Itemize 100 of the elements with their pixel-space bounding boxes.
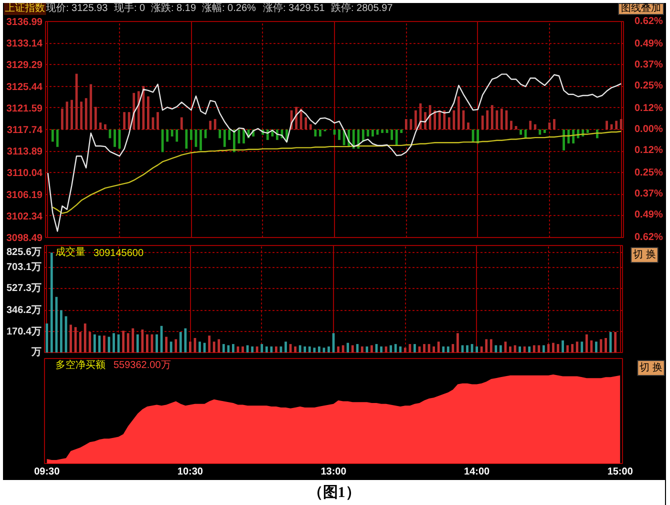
bar [156,334,158,352]
bar [442,346,445,352]
bar [60,310,62,352]
bar [394,344,397,352]
bar [437,342,440,352]
bar [284,342,287,352]
bar [294,346,296,352]
bar [165,336,168,352]
text: 多空净买额 [56,359,106,371]
bar [390,345,392,352]
bar [227,345,230,352]
y-tick-label: 万 [30,347,42,358]
bar [126,333,130,352]
bar [232,344,234,352]
bar [318,346,320,352]
annotation: 成交量 [56,246,86,258]
bar [260,344,264,352]
bar [485,339,488,352]
bar [404,348,406,352]
bar [251,346,254,352]
bar [222,344,225,352]
bar [566,345,569,352]
bar [509,346,512,352]
bar [518,346,521,352]
bar [174,339,178,352]
bar [146,334,148,352]
bar [523,346,526,352]
bar [70,324,72,352]
bar [184,328,187,352]
bar [576,342,578,352]
x-tick-label: 09:30 [34,466,60,478]
bar [380,346,382,352]
bar [480,346,483,352]
bar [571,344,574,352]
bar [538,345,540,352]
bar [308,346,311,352]
bar [93,334,96,352]
bar [366,346,368,352]
annotation: 309145600 [94,248,144,259]
bar [304,346,306,352]
y-tick-label: 825.6万 [6,247,42,258]
bar [198,342,201,352]
bar [141,330,144,352]
y-tick-label: 170.4万 [6,326,42,338]
bar [452,344,454,352]
bar [399,346,402,352]
bar [609,332,612,352]
bar [360,346,364,352]
bar [88,332,92,352]
bar [466,345,468,352]
bar [528,346,531,352]
bar [562,340,564,352]
bar [103,336,106,352]
bar [242,346,244,352]
bar [604,338,607,352]
bar [423,344,426,352]
bar [552,342,554,352]
bar [84,323,86,352]
x-tick-label: 10:30 [177,466,204,478]
x-tick-label: 15:00 [607,466,634,478]
bar [179,332,182,352]
x-tick-label: 13:00 [320,466,347,478]
bar [256,346,258,352]
bar [494,345,498,352]
bar [270,346,273,352]
text: 切 换 [640,362,662,374]
bar [614,332,617,352]
bar [414,344,416,352]
bar [136,334,139,352]
bar [50,252,53,352]
bar [132,328,134,352]
bar [580,342,584,352]
bar [218,339,220,352]
bar [456,333,459,352]
bar [476,346,478,352]
text: 559362.00万 [114,360,171,371]
text: 切 换 [633,248,656,260]
bar [499,345,502,352]
bar [274,346,278,352]
bar [446,346,450,352]
bar [595,342,598,352]
bar [79,332,82,352]
bar [432,346,436,352]
bar [313,348,316,352]
text: （图1） [308,484,360,503]
bar [532,345,536,352]
bar [112,333,115,352]
bar [490,339,492,352]
bar [170,342,172,352]
bar [337,346,340,352]
bar [408,344,412,352]
bar [189,342,192,352]
bar [542,345,545,352]
bar [212,342,216,352]
bar [208,336,210,352]
bar [370,345,373,352]
bar [265,346,268,352]
y-tick-label: 346.2万 [6,305,42,316]
bar [328,346,330,352]
bar [356,344,359,352]
